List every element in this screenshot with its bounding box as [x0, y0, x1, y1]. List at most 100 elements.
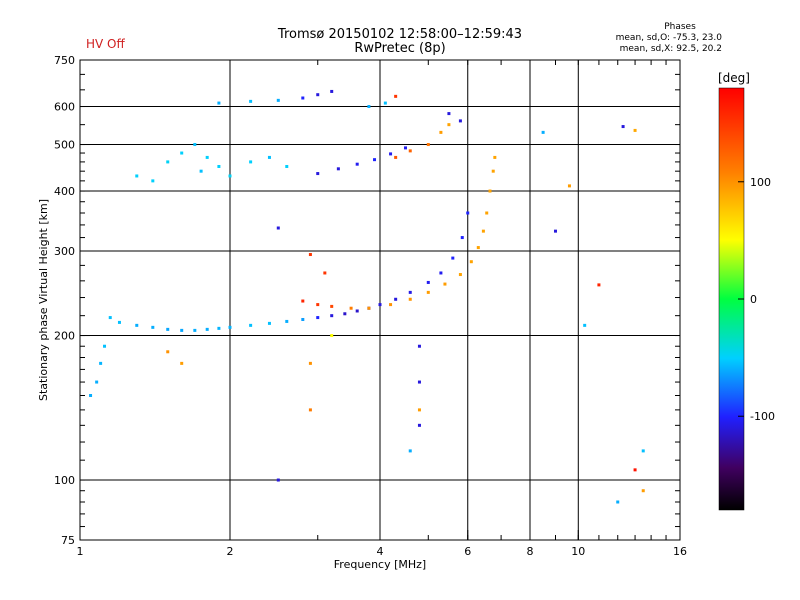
- echo-point: [633, 128, 637, 132]
- echo-point: [308, 253, 312, 257]
- echo-point: [180, 361, 184, 365]
- echo-point: [447, 112, 451, 116]
- echo-point: [417, 344, 421, 348]
- y-tick-label: 300: [54, 245, 75, 258]
- echo-point: [553, 229, 557, 233]
- echo-point: [633, 468, 637, 472]
- echo-point: [439, 130, 443, 134]
- echo-point: [567, 184, 571, 188]
- echo-point: [217, 164, 221, 168]
- x-tick-label: 16: [673, 545, 687, 558]
- hv-status: HV Off: [86, 37, 125, 51]
- echo-point: [217, 326, 221, 330]
- echo-point: [151, 325, 155, 329]
- echo-point: [451, 256, 455, 260]
- colorbar-label: [deg]: [718, 71, 750, 85]
- echo-point: [316, 93, 320, 97]
- echo-point: [336, 167, 340, 171]
- echo-point: [301, 317, 305, 321]
- echo-point: [180, 151, 184, 155]
- echo-point: [330, 89, 334, 93]
- echo-point: [135, 323, 139, 327]
- echo-point: [249, 160, 253, 164]
- echo-point: [108, 316, 112, 320]
- echo-point: [621, 125, 625, 129]
- echo-point: [408, 297, 412, 301]
- echo-point: [285, 164, 289, 168]
- colorbar-tick-label: 0: [750, 293, 757, 306]
- echo-point: [367, 306, 371, 310]
- echo-point: [355, 162, 359, 166]
- echo-point: [276, 98, 280, 102]
- echo-point: [389, 303, 393, 307]
- echo-point: [403, 146, 407, 150]
- echo-point: [458, 119, 462, 123]
- echo-point: [493, 155, 497, 159]
- colorbar-tick-label: -100: [750, 410, 775, 423]
- echo-point: [95, 380, 99, 384]
- echo-point: [458, 273, 462, 277]
- phases-x-stats: mean, sd,X: 92.5, 20.2: [619, 44, 722, 54]
- x-axis-label: Frequency [MHz]: [334, 558, 426, 571]
- x-tick-label: 1: [77, 545, 84, 558]
- echo-point: [616, 500, 620, 504]
- echo-point: [249, 99, 253, 103]
- echo-point: [373, 158, 377, 162]
- echo-point: [330, 304, 334, 308]
- echo-point: [103, 344, 107, 348]
- echo-point: [316, 172, 320, 176]
- y-axis-label: Stationary phase Virtual Height [km]: [37, 199, 50, 401]
- echo-point: [205, 327, 209, 331]
- y-tick-label: 600: [54, 101, 75, 114]
- echo-point: [389, 152, 393, 156]
- echo-point: [488, 189, 492, 193]
- echo-point: [249, 323, 253, 327]
- echo-point: [349, 306, 353, 310]
- echo-point: [476, 246, 480, 250]
- echo-point: [316, 316, 320, 320]
- echo-point: [193, 143, 197, 147]
- echo-point: [417, 408, 421, 412]
- echo-point: [301, 96, 305, 100]
- phases-o-stats: mean, sd,O: -75.3, 23.0: [615, 33, 722, 43]
- echo-point: [417, 423, 421, 427]
- y-axis: 75 100 200 300 400 500 600 750: [54, 54, 680, 547]
- x-tick-label: 10: [571, 545, 585, 558]
- echo-point: [301, 299, 305, 303]
- echo-point: [199, 169, 203, 173]
- echo-point: [89, 394, 93, 398]
- chart-subtitle: RwPretec (8p): [354, 41, 446, 56]
- echo-point: [383, 101, 387, 105]
- x-tick-label: 6: [464, 545, 471, 558]
- echo-point: [443, 282, 447, 286]
- echo-point: [276, 478, 280, 482]
- y-tick-label: 100: [54, 474, 75, 487]
- colorbar: 100 0 -100 [deg]: [718, 71, 775, 511]
- echo-point: [485, 211, 489, 215]
- echo-point: [460, 236, 464, 240]
- echo-point: [394, 94, 398, 98]
- colorbar-tick-label: 100: [750, 176, 771, 189]
- echo-point: [394, 155, 398, 159]
- phases-heading: Phases: [664, 22, 696, 32]
- echo-point: [217, 101, 221, 105]
- echo-point: [166, 327, 170, 331]
- echo-point: [117, 320, 121, 324]
- echo-point: [151, 179, 155, 183]
- y-tick-label: 75: [61, 534, 75, 547]
- echo-point: [316, 303, 320, 307]
- echo-point: [466, 211, 470, 215]
- echo-point: [378, 303, 382, 307]
- echo-point: [439, 271, 443, 275]
- echo-point: [355, 309, 359, 313]
- echo-point: [408, 290, 412, 294]
- echo-point: [205, 155, 209, 159]
- echo-point: [308, 408, 312, 412]
- echo-point: [408, 149, 412, 153]
- echo-point: [641, 449, 645, 453]
- echo-point: [394, 297, 398, 301]
- echo-point: [541, 130, 545, 134]
- plot-grid: [80, 60, 680, 540]
- echo-point: [193, 328, 197, 332]
